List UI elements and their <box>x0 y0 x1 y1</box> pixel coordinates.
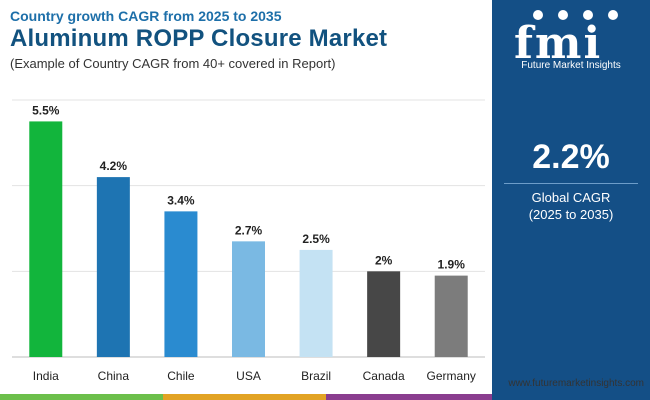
kpi-divider <box>504 183 638 184</box>
x-tick-chile: Chile <box>167 369 195 383</box>
fmi-logo: fmi Future Market Insights <box>492 0 650 78</box>
chart-subtitle: Country growth CAGR from 2025 to 2035 <box>10 8 282 24</box>
data-label-china: 4.2% <box>100 159 128 173</box>
footer-url[interactable]: www.futuremarketinsights.com <box>508 378 644 389</box>
chart-note: (Example of Country CAGR from 40+ covere… <box>10 56 336 71</box>
x-tick-china: China <box>98 369 130 383</box>
data-label-germany: 1.9% <box>438 258 466 272</box>
data-label-brazil: 2.5% <box>302 232 330 246</box>
x-tick-india: India <box>33 369 59 383</box>
chart-title: Aluminum ROPP Closure Market <box>10 25 388 52</box>
logo-text: Future Market Insights <box>521 60 621 71</box>
bar-germany <box>434 275 468 357</box>
x-tick-brazil: Brazil <box>301 369 331 383</box>
global-cagr-label: Global CAGR <box>531 190 611 205</box>
logo-letters: fmi <box>514 18 603 69</box>
logo-dots-icon <box>533 10 618 20</box>
bar-india <box>29 121 63 358</box>
bar-china <box>96 177 130 357</box>
data-label-usa: 2.7% <box>235 223 263 237</box>
x-tick-canada: Canada <box>363 369 405 383</box>
bottom-color-strip <box>0 394 650 400</box>
bar-canada <box>367 271 401 357</box>
side-panel: fmi Future Market Insights 2.2% Global C… <box>492 0 650 400</box>
data-label-canada: 2% <box>375 253 393 267</box>
x-tick-germany: Germany <box>427 369 476 383</box>
global-cagr-value: 2.2% <box>532 138 610 176</box>
bar-chart: 5.5% 4.2% 3.4% 2.7% 2.5% 2% 1.9% India China Chi… <box>12 99 485 383</box>
bar-usa <box>232 241 265 357</box>
data-label-chile: 3.4% <box>167 193 195 207</box>
bar-brazil <box>299 249 333 357</box>
global-cagr-period: (2025 to 2035) <box>528 207 614 222</box>
x-tick-usa: USA <box>236 369 261 383</box>
data-label-india: 5.5% <box>32 103 60 117</box>
bar-chile <box>164 211 198 357</box>
